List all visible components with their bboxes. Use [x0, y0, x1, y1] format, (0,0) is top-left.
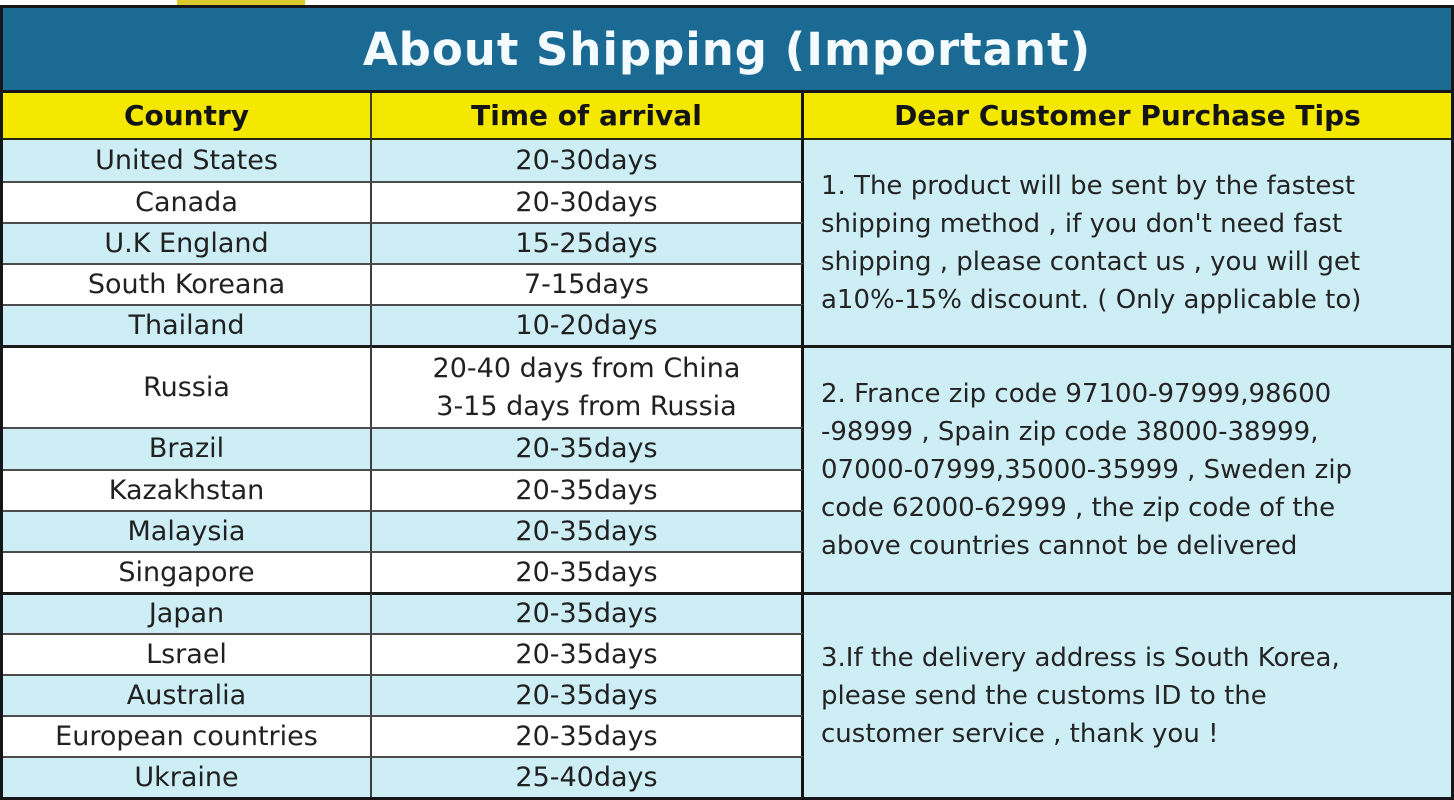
- country-cell: Lsrael: [3, 632, 372, 674]
- time-cell: 20-35days: [372, 427, 804, 469]
- time-cell: 20-35days: [372, 509, 804, 551]
- time-cell: 20-30days: [372, 181, 804, 223]
- time-cell: 20-30days: [372, 140, 804, 182]
- time-cell: 15-25days: [372, 222, 804, 264]
- country-cell: Australia: [3, 673, 372, 715]
- country-cell: Thailand: [3, 304, 372, 346]
- country-cell: Singapore: [3, 550, 372, 592]
- time-cell: 20-35days: [372, 550, 804, 592]
- country-cell: U.K England: [3, 222, 372, 264]
- time-cell: 20-40 days from China 3-15 days from Rus…: [372, 345, 804, 428]
- time-cell: 20-35days: [372, 591, 804, 633]
- time-cell: 20-35days: [372, 714, 804, 756]
- country-cell: South Koreana: [3, 263, 372, 305]
- time-cell: 7-15days: [372, 263, 804, 305]
- country-cell: Russia: [3, 345, 372, 428]
- header-purchase-tips: Dear Customer Purchase Tips: [804, 93, 1451, 140]
- country-cell: Japan: [3, 591, 372, 633]
- country-cell: Kazakhstan: [3, 468, 372, 510]
- country-cell: Malaysia: [3, 509, 372, 551]
- top-yellow-strip: [177, 0, 305, 6]
- time-cell: 20-35days: [372, 632, 804, 674]
- time-cell: 25-40days: [372, 755, 804, 797]
- shipping-table: Country Time of arrival Dear Customer Pu…: [0, 90, 1454, 800]
- time-cell: 10-20days: [372, 304, 804, 346]
- header-time-of-arrival: Time of arrival: [372, 93, 804, 140]
- tip-cell-2: 2. France zip code 97100-97999,98600 -98…: [804, 345, 1451, 592]
- country-cell: Brazil: [3, 427, 372, 469]
- title-bar: About Shipping (Important): [0, 5, 1454, 90]
- country-cell: European countries: [3, 714, 372, 756]
- header-country: Country: [3, 93, 372, 140]
- tip-cell-1: 1. The product will be sent by the faste…: [804, 140, 1451, 346]
- time-cell: 20-35days: [372, 673, 804, 715]
- country-cell: Ukraine: [3, 755, 372, 797]
- tip-cell-3: 3.If the delivery address is South Korea…: [804, 591, 1451, 797]
- country-cell: Canada: [3, 181, 372, 223]
- page-title: About Shipping (Important): [362, 22, 1092, 76]
- time-cell: 20-35days: [372, 468, 804, 510]
- country-cell: United States: [3, 140, 372, 182]
